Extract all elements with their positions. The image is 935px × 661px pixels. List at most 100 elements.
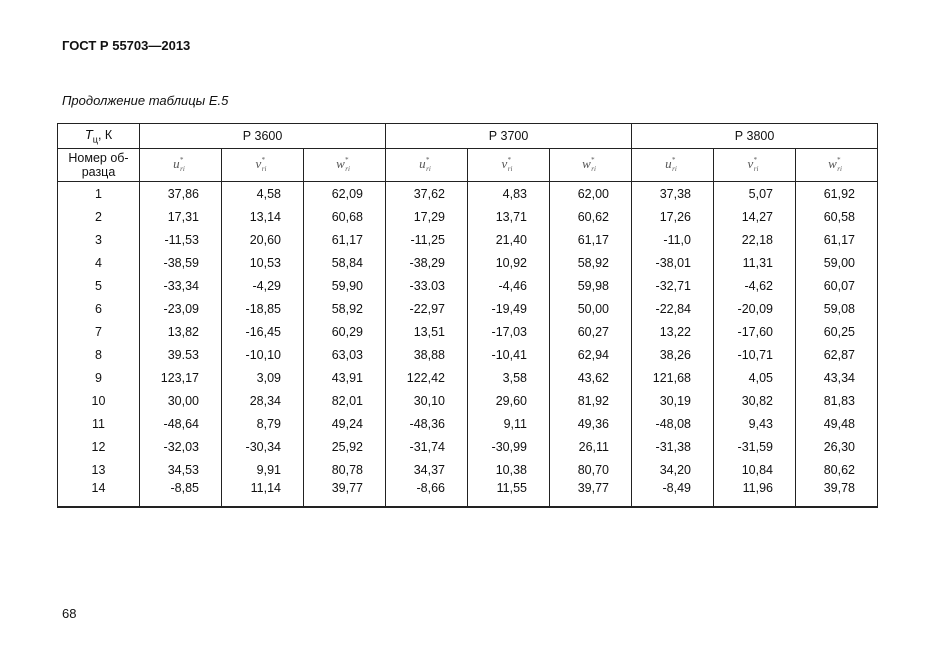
sample-number: 7 xyxy=(57,320,140,343)
symbol: v xyxy=(255,156,262,171)
value-cell: 62,87 xyxy=(795,343,878,366)
value-cell: 60,27 xyxy=(549,320,632,343)
sample-number: 12 xyxy=(57,435,140,458)
value-cell: 38,88 xyxy=(385,343,468,366)
superscript: * xyxy=(425,156,430,164)
value-cell: -32,71 xyxy=(631,274,714,297)
value-cell: -48,36 xyxy=(385,412,468,435)
value-cell: 39,77 xyxy=(549,481,632,508)
value-cell: -8,85 xyxy=(139,481,222,508)
subscript: ri xyxy=(507,165,513,173)
value-cell: 17,26 xyxy=(631,205,714,228)
sample-number: 6 xyxy=(57,297,140,320)
value-cell: 49,24 xyxy=(303,412,386,435)
value-cell: 39.53 xyxy=(139,343,222,366)
value-cell: 60,68 xyxy=(303,205,386,228)
value-cell: 122,42 xyxy=(385,366,468,389)
corner-cell: Номер об-разца xyxy=(57,148,140,182)
value-cell: 39,77 xyxy=(303,481,386,508)
value-cell: 37,38 xyxy=(631,181,714,205)
value-cell: 34,53 xyxy=(139,458,222,481)
data-row: 2 17,31 13,14 60,68 17,29 13,71 60,62 17,26 14,2… xyxy=(57,205,878,228)
value-cell: -31,59 xyxy=(713,435,796,458)
value-cell: 13,22 xyxy=(631,320,714,343)
value-cell: -38,01 xyxy=(631,251,714,274)
value-cell: 11,96 xyxy=(713,481,796,508)
value-cell: 11,14 xyxy=(221,481,304,508)
symbol: w xyxy=(582,156,591,171)
symbol: u xyxy=(173,156,180,171)
value-cell: 43,34 xyxy=(795,366,878,389)
sample-number: 13 xyxy=(57,458,140,481)
value-cell: -33.03 xyxy=(385,274,468,297)
data-row: 11 -48,64 8,79 49,24 -48,36 9,11 49,36 -48,08 9,… xyxy=(57,412,878,435)
value-cell: -4,62 xyxy=(713,274,796,297)
subscript: ri xyxy=(426,165,431,173)
value-cell: 30,82 xyxy=(713,389,796,412)
sample-number: 8 xyxy=(57,343,140,366)
value-cell: 4,83 xyxy=(467,181,550,205)
value-cell: 37,86 xyxy=(139,181,222,205)
value-cell: -11,0 xyxy=(631,228,714,251)
column-header: u*ri xyxy=(139,148,222,182)
value-cell: 49,36 xyxy=(549,412,632,435)
value-cell: 10,53 xyxy=(221,251,304,274)
value-cell: 59,08 xyxy=(795,297,878,320)
value-cell: -48,08 xyxy=(631,412,714,435)
value-cell: 30,10 xyxy=(385,389,468,412)
value-cell: 34,37 xyxy=(385,458,468,481)
value-cell: 63,03 xyxy=(303,343,386,366)
page-number: 68 xyxy=(62,606,77,621)
value-cell: 26,11 xyxy=(549,435,632,458)
value-cell: 26,30 xyxy=(795,435,878,458)
value-cell: 80,78 xyxy=(303,458,386,481)
data-row: 10 30,00 28,34 82,01 30,10 29,60 81,92 30,19 30,… xyxy=(57,389,878,412)
value-cell: 11,55 xyxy=(467,481,550,508)
data-row: 7 13,82 -16,45 60,29 13,51 -17,03 60,27 13,22 -1… xyxy=(57,320,878,343)
value-cell: 62,94 xyxy=(549,343,632,366)
table-caption: Продолжение таблицы Е.5 xyxy=(62,93,229,108)
value-cell: 80,70 xyxy=(549,458,632,481)
data-row: 1 37,86 4,58 62,09 37,62 4,83 62,00 37,38 5,07 61… xyxy=(57,181,878,205)
value-cell: 14,27 xyxy=(713,205,796,228)
sample-number: 2 xyxy=(57,205,140,228)
value-cell: -16,45 xyxy=(221,320,304,343)
value-cell: 59,98 xyxy=(549,274,632,297)
corner-cell: Tц, К xyxy=(57,123,140,149)
sample-number: 10 xyxy=(57,389,140,412)
data-row: 14 -8,85 11,14 39,77 -8,66 11,55 39,77 -8,49 11,… xyxy=(57,481,878,508)
column-header: u*ri xyxy=(631,148,714,182)
subheader-row: Номер об-разца u*ri v*ri w*ri u*ri v*ri w*ri u*… xyxy=(57,148,878,182)
value-cell: -4,46 xyxy=(467,274,550,297)
value-cell: -8,66 xyxy=(385,481,468,508)
value-cell: 60,07 xyxy=(795,274,878,297)
corner-line: разца xyxy=(81,165,116,179)
data-row: 8 39.53 -10,10 63,03 38,88 -10,41 62,94 38,26 -1… xyxy=(57,343,878,366)
value-cell: 61,17 xyxy=(303,228,386,251)
symbol: v xyxy=(747,156,754,171)
value-cell: 123,17 xyxy=(139,366,222,389)
value-cell: -48,64 xyxy=(139,412,222,435)
value-cell: 28,34 xyxy=(221,389,304,412)
value-cell: 22,18 xyxy=(713,228,796,251)
value-cell: 4,05 xyxy=(713,366,796,389)
column-header: v*ri xyxy=(467,148,550,182)
symbol: w xyxy=(336,156,345,171)
value-cell: -11,53 xyxy=(139,228,222,251)
column-header: v*ri xyxy=(713,148,796,182)
value-cell: 29,60 xyxy=(467,389,550,412)
value-cell: 80,62 xyxy=(795,458,878,481)
sample-number: 11 xyxy=(57,412,140,435)
data-row: 4 -38,59 10,53 58,84 -38,29 10,92 58,92 -38,01 1… xyxy=(57,251,878,274)
value-cell: 61,92 xyxy=(795,181,878,205)
value-cell: -19,49 xyxy=(467,297,550,320)
value-cell: 58,92 xyxy=(549,251,632,274)
value-cell: -10,41 xyxy=(467,343,550,366)
symbol: T xyxy=(84,127,93,143)
subscript: ri xyxy=(837,165,842,173)
value-cell: 5,07 xyxy=(713,181,796,205)
value-cell: -11,25 xyxy=(385,228,468,251)
value-cell: 60,62 xyxy=(549,205,632,228)
